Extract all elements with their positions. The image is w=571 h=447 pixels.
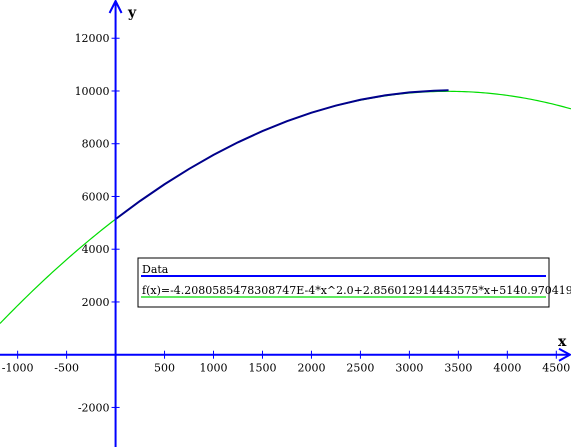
x-tick-label: 500 — [154, 362, 175, 375]
legend-label-data: Data — [142, 263, 169, 276]
x-tick-label: 3500 — [444, 362, 472, 375]
y-axis-ticks: -2000 2000 4000 6000 8000 10000 12000 — [75, 32, 120, 414]
x-tick-label: 3000 — [395, 362, 423, 375]
x-tick-label: 4000 — [493, 362, 521, 375]
x-tick-label: 1500 — [248, 362, 276, 375]
y-tick-label: 10000 — [75, 85, 110, 98]
legend: Data f(x)=-4.2080585478308747E-4*x^2.0+2… — [137, 257, 571, 308]
y-tick-label: 2000 — [82, 296, 110, 309]
x-tick-label: -1000 — [2, 362, 34, 375]
x-tick-label: 2500 — [346, 362, 374, 375]
x-tick-label: 2000 — [297, 362, 325, 375]
x-tick-label: 4500 — [542, 362, 570, 375]
y-axis-arrow-icon — [108, 0, 123, 14]
y-axis-title: y — [127, 5, 137, 21]
x-axis-ticks: -1000 -500 500 1000 1500 2000 2500 3000 3500 4000… — [2, 350, 570, 375]
y-tick-label: 12000 — [75, 32, 110, 45]
y-tick-label: 4000 — [82, 243, 110, 256]
x-axis-arrow-icon — [558, 347, 571, 362]
x-axis-title: x — [558, 334, 567, 350]
y-tick-label: 8000 — [82, 138, 110, 151]
plot-curves — [0, 89, 571, 324]
y-tick-label: 6000 — [82, 190, 110, 203]
legend-box — [137, 257, 550, 308]
data-series-line — [114, 89, 449, 220]
x-tick-label: 1000 — [200, 362, 228, 375]
x-tick-label: -500 — [54, 362, 79, 375]
legend-label-fit: f(x)=-4.2080585478308747E-4*x^2.0+2.8560… — [142, 284, 571, 297]
y-tick-label: -2000 — [78, 401, 110, 414]
